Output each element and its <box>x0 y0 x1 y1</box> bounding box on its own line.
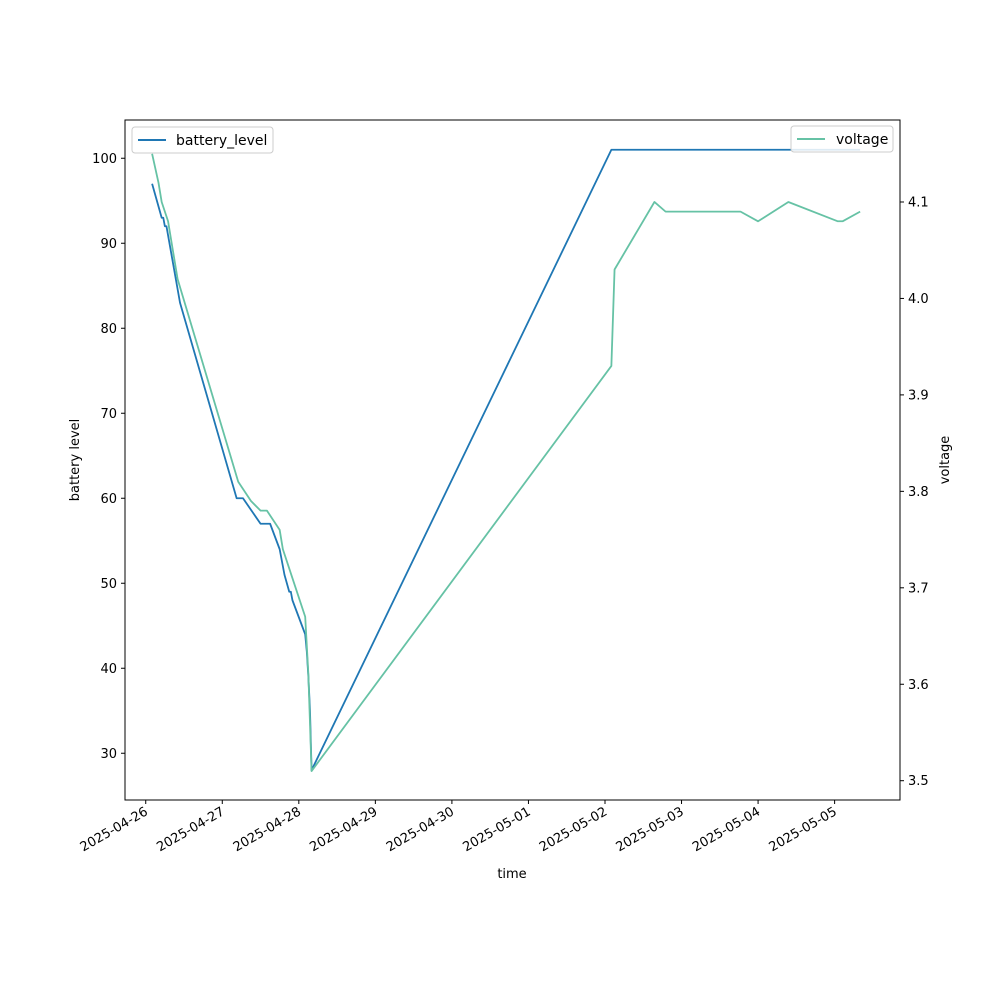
plot-frame <box>124 119 901 801</box>
right-y-tick-label: 3.8 <box>908 485 929 500</box>
right-y-tick-label: 3.7 <box>908 581 929 596</box>
legend-battery-level-label: battery_level <box>176 133 267 149</box>
legend-battery-level-box <box>131 126 274 154</box>
left-y-tick-label: 100 <box>92 152 117 167</box>
left-y-tick-label: 80 <box>100 322 117 337</box>
x-axis-title: time <box>497 867 526 882</box>
left-y-tick-label: 60 <box>100 492 117 507</box>
series-layer <box>151 148 861 772</box>
legend-voltage-box <box>790 125 894 153</box>
left-y-tick-label: 30 <box>100 747 117 762</box>
left-y-tick-label: 40 <box>100 662 117 677</box>
right-y-axis: 3.5 3.6 3.7 3.8 3.9 4.0 4.1 <box>900 195 929 789</box>
left-y-axis: 30 40 50 60 70 80 90 100 <box>92 152 125 762</box>
right-y-tick-label: 3.6 <box>908 678 929 693</box>
left-y-tick-label: 70 <box>100 407 117 422</box>
legend-voltage-label: voltage <box>836 132 888 148</box>
right-y-tick-label: 4.0 <box>908 292 929 307</box>
left-y-tick-label: 90 <box>100 237 117 252</box>
series-line-voltage <box>151 153 861 772</box>
right-y-axis-title: voltage <box>938 436 953 485</box>
right-y-tick-label: 3.5 <box>908 774 929 789</box>
right-y-tick-label: 3.9 <box>908 388 929 403</box>
right-y-tick-label: 4.1 <box>908 195 929 210</box>
legend-voltage: voltage <box>790 125 894 153</box>
left-y-axis-title: battery level <box>68 419 83 502</box>
legend-battery-level: battery_level <box>131 126 274 154</box>
left-y-tick-label: 50 <box>100 577 117 592</box>
